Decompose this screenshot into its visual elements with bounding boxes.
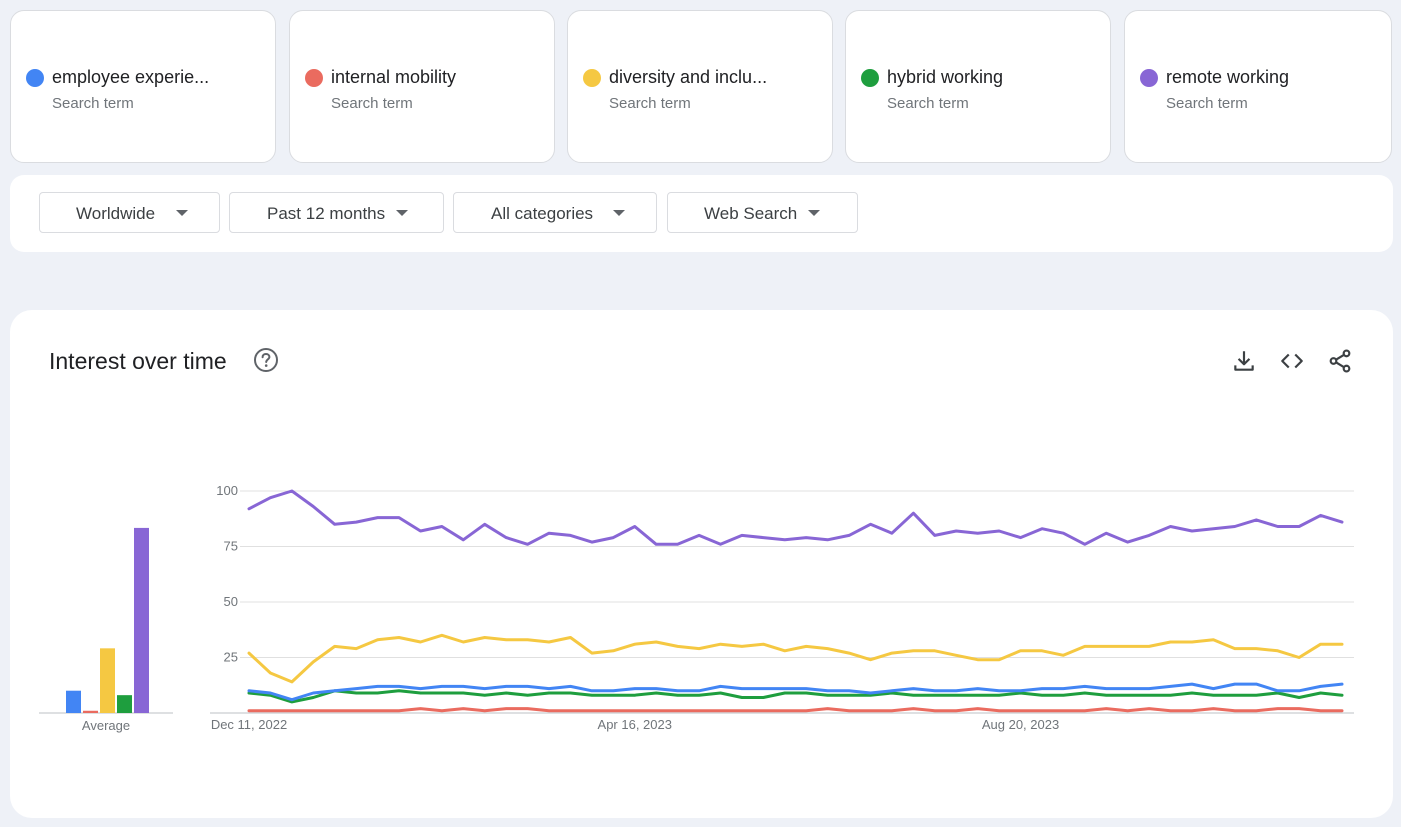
average-bar bbox=[117, 695, 132, 713]
average-bar-chart: Average bbox=[39, 527, 173, 733]
search-term-name[interactable]: diversity and inclu... bbox=[609, 67, 768, 87]
search-term-name[interactable]: remote working bbox=[1166, 67, 1290, 87]
series-line[interactable] bbox=[247, 489, 1344, 546]
series-color-dot bbox=[1140, 69, 1158, 87]
series-line[interactable] bbox=[247, 633, 1344, 684]
search-type-dropdown-label: Web Search bbox=[704, 204, 798, 223]
download-icon[interactable] bbox=[1231, 348, 1257, 374]
category-dropdown[interactable]: All categories bbox=[453, 192, 657, 233]
search-term-sublabel: Search term bbox=[609, 95, 691, 112]
y-tick-label: 25 bbox=[224, 650, 238, 665]
time-range-dropdown-label: Past 12 months bbox=[267, 204, 386, 223]
embed-icon[interactable] bbox=[1279, 348, 1305, 374]
average-axis-label: Average bbox=[82, 718, 130, 733]
search-term-card[interactable]: hybrid working Search term bbox=[845, 10, 1111, 163]
region-dropdown[interactable]: Worldwide bbox=[39, 192, 220, 233]
time-range-dropdown[interactable]: Past 12 months bbox=[229, 192, 444, 233]
caret-down-icon bbox=[808, 210, 820, 216]
share-icon[interactable] bbox=[1327, 348, 1353, 374]
series-color-dot bbox=[861, 69, 879, 87]
average-bar bbox=[100, 648, 115, 713]
interest-line-chart: 25 50 75 100 Dec 11, 2022 Apr 16, 2023 Aug 20,… bbox=[210, 483, 1354, 732]
interest-over-time-panel: Interest over time Average 25 50 75 100 Dec … bbox=[10, 310, 1393, 818]
y-tick-label: 50 bbox=[224, 594, 238, 609]
filter-bar: Worldwide Past 12 months All categories … bbox=[10, 175, 1393, 252]
caret-down-icon bbox=[396, 210, 408, 216]
series-color-dot bbox=[583, 69, 601, 87]
x-tick-label: Aug 20, 2023 bbox=[982, 717, 1059, 732]
average-bar bbox=[83, 710, 98, 713]
caret-down-icon bbox=[176, 210, 188, 216]
series-line[interactable] bbox=[247, 682, 1344, 702]
search-terms-bar: employee experie... Search term internal… bbox=[0, 0, 1401, 170]
x-tick-label: Dec 11, 2022 bbox=[211, 717, 287, 732]
average-bar bbox=[134, 527, 149, 713]
series-line[interactable] bbox=[247, 707, 1344, 713]
region-dropdown-label: Worldwide bbox=[76, 204, 156, 223]
y-tick-label: 100 bbox=[216, 483, 238, 498]
category-dropdown-label: All categories bbox=[491, 204, 594, 223]
series-color-dot bbox=[26, 69, 44, 87]
series-color-dot bbox=[305, 69, 323, 87]
search-term-card[interactable]: diversity and inclu... Search term bbox=[567, 10, 833, 163]
series-line[interactable] bbox=[247, 689, 1344, 704]
search-term-sublabel: Search term bbox=[1166, 95, 1248, 112]
help-icon[interactable] bbox=[253, 347, 279, 373]
search-term-name[interactable]: hybrid working bbox=[887, 67, 1004, 87]
search-term-sublabel: Search term bbox=[887, 95, 969, 112]
search-term-card[interactable]: remote working Search term bbox=[1124, 10, 1392, 163]
search-term-sublabel: Search term bbox=[52, 95, 134, 112]
average-bar bbox=[66, 690, 81, 713]
search-term-sublabel: Search term bbox=[331, 95, 413, 112]
search-term-name[interactable]: employee experie... bbox=[52, 67, 210, 87]
search-term-card[interactable]: employee experie... Search term bbox=[10, 10, 276, 163]
search-term-name[interactable]: internal mobility bbox=[331, 67, 457, 87]
search-type-dropdown[interactable]: Web Search bbox=[667, 192, 858, 233]
y-tick-label: 75 bbox=[224, 539, 238, 554]
search-term-card[interactable]: internal mobility Search term bbox=[289, 10, 555, 163]
panel-title: Interest over time bbox=[49, 348, 227, 374]
x-tick-label: Apr 16, 2023 bbox=[598, 717, 672, 732]
caret-down-icon bbox=[613, 210, 625, 216]
